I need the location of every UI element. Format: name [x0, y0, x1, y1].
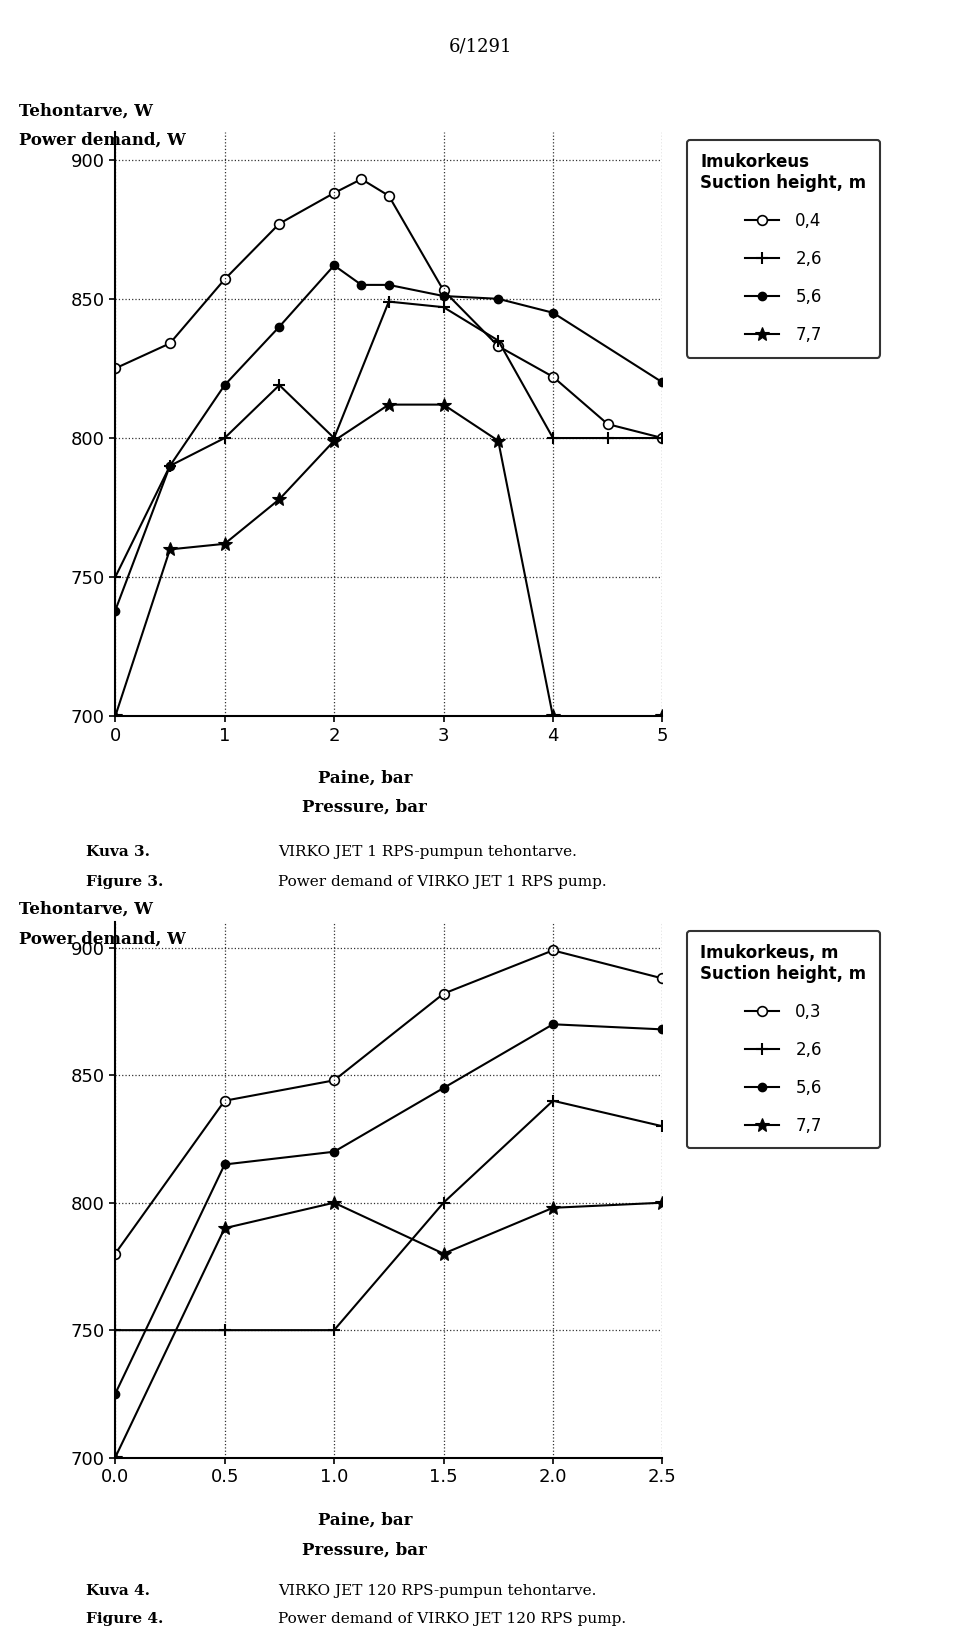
2,6	[438, 296, 449, 316]
2,6	[328, 1321, 340, 1341]
0,3	[219, 1090, 230, 1110]
0,3	[547, 940, 559, 960]
Text: Power demand of VIRKO JET 120 RPS pump.: Power demand of VIRKO JET 120 RPS pump.	[278, 1612, 627, 1627]
Text: 6/1291: 6/1291	[448, 38, 512, 56]
Text: Power demand, W: Power demand, W	[19, 132, 186, 148]
7,7	[219, 534, 230, 553]
5,6	[328, 255, 340, 275]
2,6	[328, 428, 340, 448]
5,6	[547, 1015, 559, 1034]
Line: 2,6: 2,6	[109, 1095, 668, 1336]
2,6	[657, 1117, 668, 1136]
2,6	[602, 428, 613, 448]
Line: 0,3: 0,3	[110, 945, 667, 1258]
5,6	[492, 288, 504, 308]
0,4	[383, 186, 395, 206]
2,6	[438, 1192, 449, 1212]
0,4	[274, 214, 285, 234]
0,4	[438, 280, 449, 300]
7,7	[657, 707, 668, 726]
7,7	[328, 1192, 340, 1212]
2,6	[109, 567, 121, 586]
Legend: 0,4, 2,6, 5,6, 7,7: 0,4, 2,6, 5,6, 7,7	[687, 140, 880, 357]
7,7	[274, 489, 285, 509]
0,3	[109, 1243, 121, 1263]
0,4	[492, 336, 504, 356]
7,7	[164, 540, 176, 560]
0,4	[328, 183, 340, 203]
Legend: 0,3, 2,6, 5,6, 7,7: 0,3, 2,6, 5,6, 7,7	[687, 931, 880, 1148]
7,7	[109, 1448, 121, 1467]
5,6	[356, 275, 368, 295]
Text: VIRKO JET 1 RPS-pumpun tehontarve.: VIRKO JET 1 RPS-pumpun tehontarve.	[278, 845, 577, 860]
5,6	[109, 1383, 121, 1403]
5,6	[164, 456, 176, 476]
7,7	[328, 432, 340, 451]
Text: Pressure, bar: Pressure, bar	[302, 1542, 427, 1558]
7,7	[657, 1192, 668, 1212]
2,6	[547, 1090, 559, 1110]
7,7	[492, 432, 504, 451]
Text: Tehontarve, W: Tehontarve, W	[19, 102, 154, 119]
Line: 7,7: 7,7	[108, 1196, 669, 1464]
Line: 2,6: 2,6	[109, 296, 668, 583]
0,3	[328, 1071, 340, 1090]
Text: Power demand of VIRKO JET 1 RPS pump.: Power demand of VIRKO JET 1 RPS pump.	[278, 875, 607, 889]
Text: Paine, bar: Paine, bar	[318, 769, 412, 786]
0,4	[547, 367, 559, 387]
2,6	[657, 428, 668, 448]
Text: Pressure, bar: Pressure, bar	[302, 799, 427, 815]
0,4	[219, 270, 230, 290]
0,4	[356, 170, 368, 189]
2,6	[383, 292, 395, 311]
5,6	[438, 1079, 449, 1099]
0,4	[602, 413, 613, 433]
2,6	[219, 1321, 230, 1341]
5,6	[328, 1141, 340, 1161]
Text: VIRKO JET 120 RPS-pumpun tehontarve.: VIRKO JET 120 RPS-pumpun tehontarve.	[278, 1584, 597, 1599]
0,4	[109, 359, 121, 379]
7,7	[547, 707, 559, 726]
5,6	[219, 376, 230, 395]
0,3	[438, 983, 449, 1003]
Text: Kuva 3.: Kuva 3.	[86, 845, 151, 860]
Line: 5,6: 5,6	[111, 262, 666, 614]
5,6	[547, 303, 559, 323]
Text: Figure 4.: Figure 4.	[86, 1612, 164, 1627]
Text: Power demand, W: Power demand, W	[19, 931, 186, 947]
7,7	[219, 1219, 230, 1239]
5,6	[219, 1155, 230, 1174]
Text: Kuva 4.: Kuva 4.	[86, 1584, 151, 1599]
5,6	[657, 1019, 668, 1039]
5,6	[274, 316, 285, 336]
Text: Paine, bar: Paine, bar	[318, 1512, 412, 1528]
0,4	[657, 428, 668, 448]
0,3	[657, 968, 668, 988]
7,7	[438, 395, 449, 415]
7,7	[383, 395, 395, 415]
7,7	[438, 1243, 449, 1263]
0,4	[164, 333, 176, 352]
Text: Tehontarve, W: Tehontarve, W	[19, 901, 154, 917]
Line: 7,7: 7,7	[108, 397, 669, 723]
7,7	[109, 707, 121, 726]
2,6	[219, 428, 230, 448]
Text: Figure 3.: Figure 3.	[86, 875, 164, 889]
Line: 5,6: 5,6	[111, 1019, 666, 1398]
2,6	[274, 376, 285, 395]
5,6	[109, 601, 121, 621]
2,6	[109, 1321, 121, 1341]
2,6	[164, 456, 176, 476]
2,6	[492, 331, 504, 351]
5,6	[438, 287, 449, 306]
7,7	[547, 1197, 559, 1217]
Line: 0,4: 0,4	[110, 175, 667, 443]
2,6	[547, 428, 559, 448]
5,6	[383, 275, 395, 295]
5,6	[657, 372, 668, 392]
